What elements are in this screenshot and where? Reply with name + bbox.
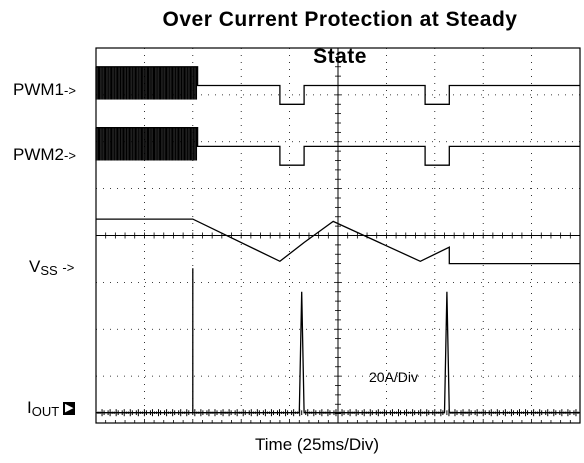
channel-subscript: OUT <box>31 404 60 419</box>
trace-pwm2 <box>96 127 580 166</box>
channel-name: I <box>27 398 32 417</box>
current-scale-label: 20A/Div <box>369 369 419 385</box>
channel-label-iout: IOUT ▶ <box>27 398 76 419</box>
chart-title-line1: Over Current Protection at Steady <box>162 8 518 31</box>
ground-marker-icon: ▶ <box>63 402 76 416</box>
trace-iout <box>96 268 580 414</box>
channel-name: PWM2 <box>13 145 64 164</box>
channel-label-pwm1: PWM1-> <box>13 80 76 100</box>
channel-arrow: -> <box>62 260 75 275</box>
iout-noise <box>95 409 579 417</box>
trace-pwm1 <box>96 66 580 105</box>
traces <box>95 66 580 417</box>
trace-vss <box>96 218 580 265</box>
switching-burst-pwm1 <box>95 66 198 100</box>
grid <box>95 47 581 424</box>
channel-arrow: -> <box>64 83 76 98</box>
channel-name: V <box>29 257 41 276</box>
channel-label-pwm2: PWM2-> <box>13 145 76 165</box>
x-axis-label: Time (25ms/Div) <box>255 435 380 454</box>
channel-name: PWM1 <box>13 80 64 99</box>
switching-burst-pwm2 <box>95 127 198 161</box>
channel-subscript: SS <box>40 263 58 278</box>
chart-title-line2: State <box>313 45 367 68</box>
channel-arrow: -> <box>64 148 76 163</box>
channel-label-vss: VSS -> <box>29 257 75 278</box>
